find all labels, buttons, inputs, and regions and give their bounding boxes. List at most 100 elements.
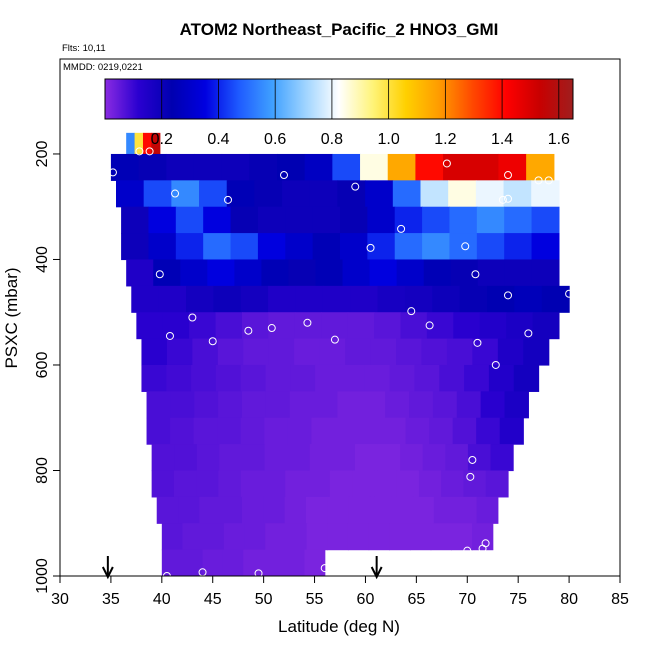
heatmap-cell xyxy=(385,391,410,419)
heatmap-cell xyxy=(284,549,305,576)
observation-marker xyxy=(188,313,197,322)
heatmap-cell xyxy=(423,259,452,287)
heatmap-cell xyxy=(430,523,452,551)
heatmap-cell xyxy=(285,206,314,234)
heatmap-cell xyxy=(342,259,371,287)
heatmap-cells xyxy=(110,132,570,576)
heatmap-cell xyxy=(485,470,509,498)
heatmap-cell xyxy=(504,206,533,234)
observation-marker xyxy=(397,224,406,233)
latitude-arrows xyxy=(101,556,383,580)
heatmap-cell xyxy=(285,523,308,551)
heatmap-cell xyxy=(175,233,204,261)
heatmap-cell xyxy=(480,391,506,419)
heatmap-cell xyxy=(312,233,341,261)
x-tick-label: 70 xyxy=(458,591,476,608)
heatmap-cell xyxy=(121,233,150,261)
heatmap-cell xyxy=(142,132,152,155)
heatmap-cell xyxy=(192,338,219,366)
heatmap-cell xyxy=(307,470,331,498)
heatmap-cell xyxy=(215,312,243,340)
heatmap-cell xyxy=(287,444,311,472)
heatmap-cell xyxy=(513,364,540,392)
heatmap-cell xyxy=(490,444,514,472)
heatmap-cell xyxy=(194,391,219,419)
heatmap-cell xyxy=(284,496,307,524)
heatmap-cell xyxy=(254,180,283,208)
heatmap-cell xyxy=(240,285,269,313)
heatmap-cell xyxy=(223,523,246,551)
heatmap-cell xyxy=(476,206,505,234)
heatmap-cell xyxy=(340,206,368,234)
heatmap-cell xyxy=(218,470,242,498)
heatmap-cell xyxy=(134,132,144,155)
heatmap-cell xyxy=(541,285,570,313)
heatmap-cell xyxy=(441,470,465,498)
heatmap-cell xyxy=(370,338,397,366)
heatmap-cell xyxy=(171,180,200,208)
heatmap-cell xyxy=(354,444,379,472)
heatmap-cell xyxy=(243,338,270,366)
y-axis: 200 400 600 800 1000 xyxy=(34,141,60,594)
observation-marker xyxy=(461,242,470,251)
heatmap-cell xyxy=(432,391,458,419)
heatmap-cell xyxy=(242,391,267,419)
heatmap-cell xyxy=(455,496,478,524)
heatmap-cell xyxy=(226,180,256,208)
heatmap-cell xyxy=(531,233,560,261)
heatmap-cell xyxy=(347,523,370,551)
observation-marker xyxy=(208,337,217,346)
observation-marker xyxy=(504,194,512,203)
heatmap-cell xyxy=(304,153,333,181)
colorbar: 0.2 0.4 0.6 0.8 1.0 1.2 1.4 1.6 xyxy=(104,78,574,148)
heatmap-cell xyxy=(222,549,244,576)
heatmap-cell xyxy=(277,153,306,181)
observation-marker xyxy=(366,243,375,252)
observation-marker xyxy=(320,564,329,573)
heatmap-cell xyxy=(143,180,172,208)
heatmap-cell xyxy=(377,444,401,472)
y-tick-label: 800 xyxy=(34,457,51,484)
heatmap-cell xyxy=(400,312,428,340)
heatmap-cell xyxy=(306,523,328,551)
heatmap-cell xyxy=(332,444,356,472)
flights-label: Flts: 10,11 xyxy=(62,43,106,54)
observation-marker xyxy=(544,176,553,185)
heatmap-cell xyxy=(464,364,490,392)
heatmap-cell xyxy=(174,444,198,472)
x-tick-label: 40 xyxy=(153,591,171,608)
heatmap-cell xyxy=(409,391,434,419)
heatmap-cell xyxy=(161,549,183,576)
latitude-arrow-head xyxy=(370,566,383,580)
heatmap-cell xyxy=(116,180,145,208)
heatmap-cell xyxy=(244,523,266,551)
plot-frame xyxy=(59,58,621,577)
heatmap-cell xyxy=(193,153,223,181)
heatmap-cell xyxy=(287,417,312,445)
heatmap-cell xyxy=(268,312,296,340)
heatmap-cell xyxy=(170,417,195,445)
observation-marker xyxy=(442,159,451,168)
heatmap-cell xyxy=(196,470,220,498)
heatmap-cell xyxy=(429,417,454,445)
heatmap-cell xyxy=(396,338,423,366)
heatmap-cell xyxy=(365,180,394,208)
heatmap-cell xyxy=(453,312,481,340)
colorbar-tick-label: 0.8 xyxy=(321,131,343,148)
heatmap-cell xyxy=(217,417,242,445)
heatmap-cell xyxy=(377,285,406,313)
heatmap-cell xyxy=(170,391,195,419)
observation-marker xyxy=(491,360,500,369)
heatmap-cell xyxy=(218,391,243,419)
x-tick-label: 50 xyxy=(255,591,273,608)
observation-marker xyxy=(280,171,288,180)
heatmap-cell xyxy=(488,364,515,392)
heatmap-cell xyxy=(304,549,326,576)
heatmap-cell xyxy=(151,470,175,498)
heatmap-cell xyxy=(337,391,362,419)
heatmap-cell xyxy=(420,180,449,208)
heatmap-cell xyxy=(221,153,250,181)
heatmap-cell xyxy=(173,470,197,498)
colorbar-ticks: 0.2 0.4 0.6 0.8 1.0 1.2 1.4 1.6 xyxy=(151,79,570,148)
